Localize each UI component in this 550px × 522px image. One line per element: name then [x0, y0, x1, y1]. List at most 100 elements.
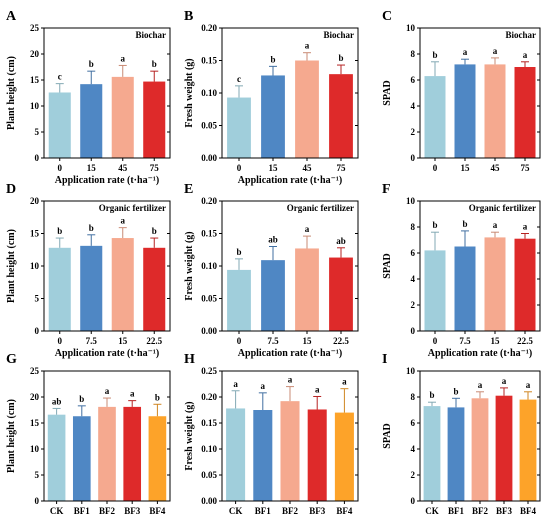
panel-i-letter: I	[382, 352, 387, 367]
x-tick-label: 75	[521, 163, 531, 173]
panel-d: Db b a b 0 5 10 15 20 0 7.5 15 22.5 Application rate …	[6, 182, 171, 359]
significance-letter: a	[523, 50, 528, 60]
significance-letter: a	[315, 384, 320, 394]
y-tick-label: 5	[35, 127, 40, 137]
error-bar	[55, 237, 64, 248]
y-tick-label: 0	[35, 496, 40, 506]
error-bar	[87, 234, 96, 246]
x-tick-label: 22.5	[146, 336, 162, 346]
significance-letter: a	[121, 53, 126, 63]
panel-c-letter: C	[382, 9, 392, 24]
significance-letter: b	[57, 226, 62, 236]
significance-letter: ab	[336, 236, 346, 246]
bar-i-3	[495, 395, 513, 501]
error-bar	[431, 61, 439, 77]
x-tick-label: BF1	[255, 506, 272, 516]
bar-f-2	[484, 237, 506, 331]
treatment-label: Organic fertilizer	[469, 203, 536, 213]
significance-letter: a	[478, 380, 483, 390]
error-bar	[258, 392, 267, 410]
significance-letter: b	[236, 247, 241, 257]
x-tick-label: 15	[303, 336, 313, 346]
x-tick-label: 45	[303, 163, 313, 173]
treatment-label: Organic fertilizer	[287, 203, 354, 213]
x-tick-label: 7.5	[86, 336, 98, 346]
panel-f: Fb b a a 0 2 4 6 8 10 0 7.5 15 22.5 Application rate (…	[382, 182, 541, 359]
error-bar	[87, 70, 96, 85]
x-tick-label: BF3	[309, 506, 326, 516]
y-tick-label: 0.00	[201, 496, 217, 506]
y-axis-title: SPAD	[382, 253, 393, 278]
x-axis-title: Application rate (t·ha⁻¹)	[428, 348, 532, 359]
y-tick-label: 0.10	[201, 261, 217, 271]
bar-i-1	[447, 407, 465, 501]
bar-e-0	[227, 269, 251, 331]
error-bar	[269, 65, 277, 76]
y-tick-label: 10	[30, 444, 40, 454]
significance-letter: b	[432, 220, 437, 230]
bar-f-3	[514, 238, 536, 331]
y-tick-label: 8	[411, 222, 416, 232]
significance-letter: a	[233, 379, 238, 389]
bar-h-1	[253, 410, 273, 501]
y-tick-label: 0.10	[201, 88, 217, 98]
error-bar	[150, 70, 159, 82]
bar-d-2	[111, 238, 134, 331]
x-tick-label: BF4	[149, 506, 166, 516]
bar-g-1	[72, 416, 91, 501]
x-tick-label: 22.5	[333, 336, 349, 346]
y-tick-label: 0.25	[201, 366, 217, 376]
significance-letter: ab	[268, 235, 278, 245]
significance-letter: a	[493, 220, 498, 230]
y-tick-label: 8	[411, 49, 416, 59]
bar-a-2	[111, 76, 134, 158]
x-tick-label: CK	[229, 506, 243, 516]
error-bar	[461, 58, 469, 65]
bar-h-0	[226, 408, 246, 501]
y-tick-label: 20	[30, 392, 40, 402]
significance-letter: b	[152, 226, 157, 236]
bar-c-3	[514, 67, 536, 158]
error-bar	[55, 83, 64, 93]
x-tick-label: BF4	[336, 506, 353, 516]
y-tick-label: 20	[30, 196, 40, 206]
y-axis-title: SPAD	[382, 80, 393, 105]
y-tick-label: 5	[35, 294, 40, 304]
x-tick-label: CK	[425, 506, 439, 516]
x-tick-label: BF2	[282, 506, 299, 516]
x-tick-label: 0	[58, 163, 63, 173]
error-bar	[428, 401, 436, 407]
x-tick-label: 0	[433, 336, 438, 346]
error-bar	[521, 233, 529, 239]
bar-f-1	[454, 246, 476, 331]
x-tick-label: BF3	[124, 506, 141, 516]
plot-frame	[43, 27, 171, 159]
panel-a: Ac b a b 0 5 10 15 20 25 0 15 45 75 Application rate (…	[6, 9, 171, 186]
x-tick-label: BF2	[472, 506, 489, 516]
x-tick-label: 15	[491, 336, 501, 346]
x-axis-title: Application rate (t·ha⁻¹)	[238, 348, 342, 359]
significance-letter: a	[342, 377, 347, 387]
y-tick-label: 0.00	[201, 153, 217, 163]
y-tick-label: 0.00	[201, 326, 217, 336]
bar-b-2	[295, 60, 319, 158]
y-tick-label: 15	[30, 229, 40, 239]
y-tick-label: 2	[411, 300, 416, 310]
significance-letter: b	[155, 392, 160, 402]
bar-b-0	[227, 97, 251, 158]
significance-letter: a	[121, 216, 126, 226]
y-tick-label: 0.05	[201, 294, 217, 304]
y-tick-label: 0.15	[201, 418, 217, 428]
panel-c: Cb a a a 0 2 4 6 8 10 0 15 45 75 SPAD Biochar	[382, 9, 541, 173]
panel-a-letter: A	[6, 9, 17, 24]
significance-letter: b	[89, 59, 94, 69]
y-tick-label: 0.20	[201, 23, 217, 33]
y-tick-label: 10	[406, 196, 416, 206]
bar-h-3	[307, 409, 327, 501]
y-tick-label: 8	[411, 392, 416, 402]
y-tick-label: 15	[30, 75, 40, 85]
panel-h-letter: H	[184, 352, 195, 367]
x-tick-label: BF1	[74, 506, 91, 516]
x-tick-label: 15	[87, 163, 97, 173]
